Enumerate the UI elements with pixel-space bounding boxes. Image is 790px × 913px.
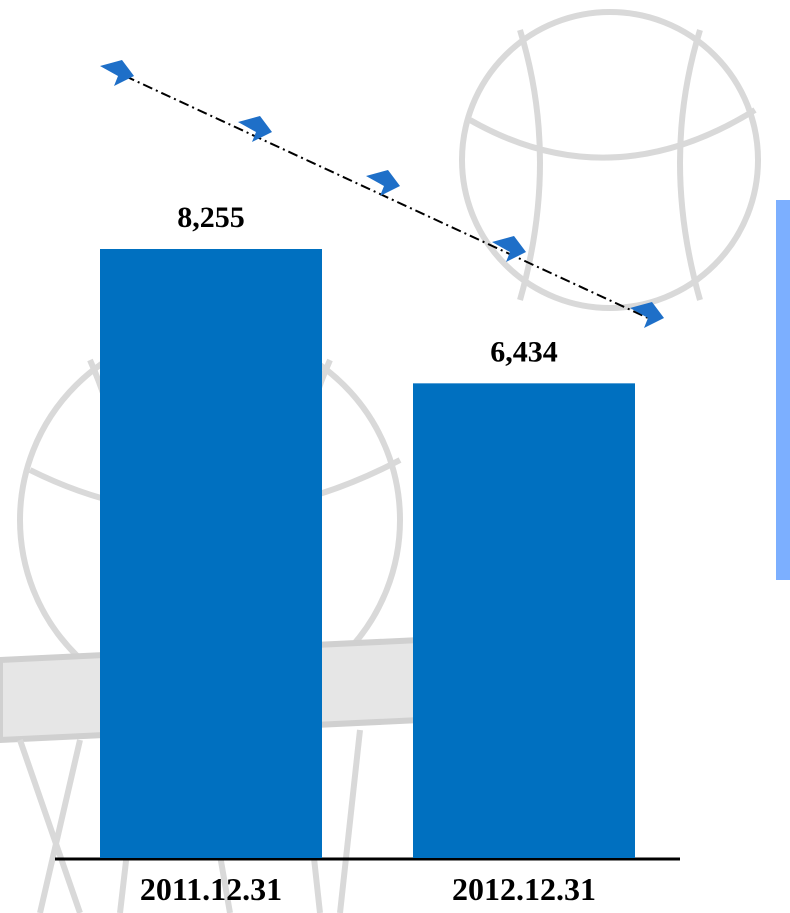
value-label: 8,255: [177, 201, 245, 234]
bar: [413, 383, 635, 858]
x-tick-label: 2011.12.31: [140, 871, 282, 907]
x-tick-label: 2012.12.31: [452, 871, 596, 907]
trend-arrow: [100, 60, 664, 328]
value-label: 6,434: [490, 335, 558, 368]
edge-decoration: [776, 200, 790, 580]
bar: [100, 249, 322, 858]
